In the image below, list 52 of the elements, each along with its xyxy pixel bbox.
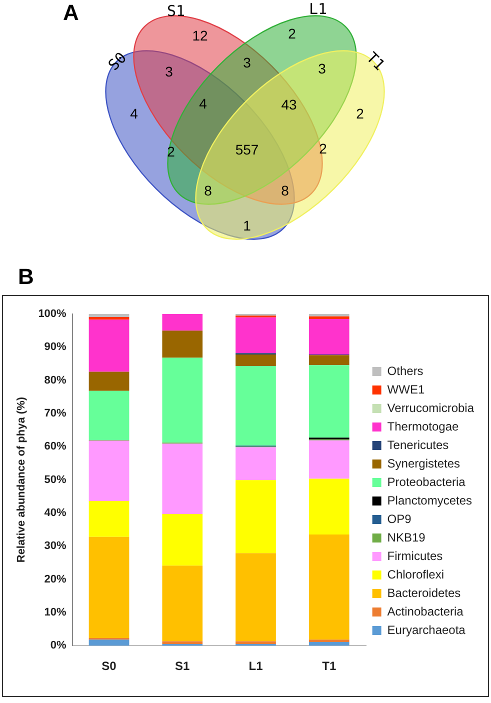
legend-label: Planctomycetes <box>387 493 472 508</box>
text: 3 <box>243 54 252 71</box>
text: 12 <box>192 28 208 44</box>
category-label: S1 <box>166 2 186 20</box>
text: 2 <box>167 144 176 160</box>
legend-label: Chloroflexi <box>387 567 444 582</box>
x-tick-label: S1 <box>175 659 190 674</box>
y-tick-label: 0% <box>50 640 67 652</box>
y-tick-label: 60% <box>44 440 67 453</box>
text: 2 <box>356 106 364 122</box>
text: 2 <box>288 26 296 42</box>
x-tick-label: T1 <box>322 659 336 674</box>
x-tick-label: L1 <box>248 659 264 674</box>
y-tick-label: 40% <box>44 506 67 519</box>
legend-label: Thermotogae <box>387 419 459 434</box>
legend-label: Tenericutes <box>387 438 449 452</box>
text: 3 <box>165 64 174 80</box>
y-tick-label: 100% <box>38 308 67 320</box>
legend-label: Firmicutes <box>387 548 443 563</box>
y-tick-label: 50% <box>44 474 67 486</box>
legend-label: Proteobacteria <box>387 474 466 489</box>
chart-title: B <box>18 264 34 290</box>
category-label: L1 <box>308 0 328 18</box>
legend-label: Others <box>387 364 424 378</box>
text: 8 <box>204 182 212 199</box>
legend-label: Actinobacteria <box>387 604 464 618</box>
text: 1 <box>243 218 252 234</box>
legend-label: Synergistetes <box>387 456 460 470</box>
legend-label: OP9 <box>387 512 412 526</box>
y-tick-label: 80% <box>44 374 67 386</box>
y-tick-label: 30% <box>44 540 67 552</box>
text: 4 <box>199 96 208 112</box>
y-tick-label: 70% <box>44 408 67 420</box>
text: A <box>63 0 79 26</box>
text: 3 <box>318 60 326 77</box>
legend-label: Bacteroidetes <box>387 586 461 600</box>
legend-label: WWE1 <box>387 382 425 396</box>
y-tick-label: 90% <box>44 341 67 354</box>
text: 557 <box>235 142 259 158</box>
legend-label: Verrucomicrobia <box>387 400 474 415</box>
text: 43 <box>281 96 297 113</box>
y-tick-label: 10% <box>44 606 67 618</box>
y-axis-title: Relative abundance of phya (%) <box>16 396 28 563</box>
category-label: T1 <box>362 48 388 74</box>
legend-label: NKB19 <box>387 530 426 544</box>
legend-label: Euryarchaeota <box>387 622 466 637</box>
text: 2 <box>319 140 328 157</box>
x-tick-label: S0 <box>102 659 117 674</box>
text: 4 <box>130 106 138 122</box>
y-tick-label: 20% <box>44 573 67 586</box>
category-label: S0 <box>104 48 130 74</box>
text: 8 <box>281 182 290 199</box>
